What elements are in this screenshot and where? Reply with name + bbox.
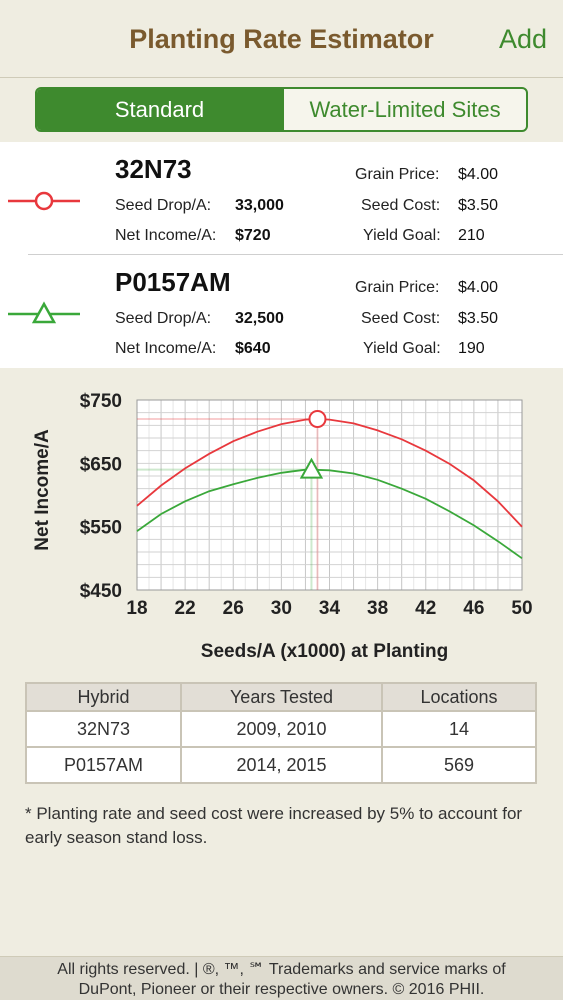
seed-drop-value: 32,500 bbox=[235, 310, 284, 327]
x-tick-label: 22 bbox=[175, 598, 196, 619]
table-cell: 14 bbox=[381, 710, 537, 748]
table-row: P0157AM 2014, 2015 569 bbox=[25, 746, 537, 784]
y-axis-label: Net Income/A bbox=[32, 429, 53, 551]
grain-price-value: $4.00 bbox=[458, 166, 499, 183]
red-circle-line-icon bbox=[8, 191, 80, 211]
seed-cost-value: $3.50 bbox=[458, 197, 499, 214]
hybrid-row-p0157am[interactable]: P0157AM Seed Drop/A: 32,500 Net Income/A… bbox=[0, 255, 563, 368]
seed-drop-label: Seed Drop/A: bbox=[115, 197, 212, 214]
grain-price-label: Grain Price: bbox=[355, 279, 440, 296]
table-cell: P0157AM bbox=[25, 746, 182, 784]
table-cell: 2014, 2015 bbox=[180, 746, 383, 784]
series-marker-circle bbox=[308, 410, 327, 428]
y-tick-label: $450 bbox=[80, 581, 122, 602]
x-tick-label: 46 bbox=[463, 598, 484, 619]
copyright-line-1: All rights reserved. | ®, ™, ℠ Trademark… bbox=[57, 961, 506, 978]
x-tick-label: 26 bbox=[223, 598, 244, 619]
hybrid-row-32n73[interactable]: 32N73 Seed Drop/A: 33,000 Net Income/A: … bbox=[0, 142, 563, 255]
grain-price-value: $4.00 bbox=[458, 279, 499, 296]
x-tick-label: 30 bbox=[271, 598, 292, 619]
table-cell: 569 bbox=[381, 746, 537, 784]
net-income-chart: 18 22 26 30 34 38 42 46 50 $450 $550 $650 $750 Seeds/… bbox=[32, 391, 533, 662]
y-tick-label: $750 bbox=[80, 391, 122, 412]
seed-drop-value: 33,000 bbox=[235, 197, 284, 214]
tab-water-limited-sites[interactable]: Water-Limited Sites bbox=[282, 89, 526, 130]
green-triangle-line-icon bbox=[8, 301, 80, 324]
series-marker-triangle bbox=[299, 457, 324, 479]
net-income-value: $640 bbox=[235, 340, 271, 357]
net-income-value: $720 bbox=[235, 227, 271, 244]
footnote: * Planting rate and seed cost were incre… bbox=[25, 804, 523, 847]
seed-cost-label: Seed Cost: bbox=[361, 197, 441, 214]
copyright-line-2: DuPont, Pioneer or their respective owne… bbox=[78, 981, 485, 998]
x-tick-label: 42 bbox=[415, 598, 436, 619]
x-tick-label: 50 bbox=[511, 598, 532, 619]
table-header-row: Hybrid Years Tested Locations bbox=[25, 682, 537, 712]
table-cell: 2009, 2010 bbox=[180, 710, 383, 748]
table-cell: 32N73 bbox=[25, 710, 182, 748]
page-title: Planting Rate Estimator bbox=[129, 24, 434, 54]
yield-goal-label: Yield Goal: bbox=[363, 227, 441, 244]
y-tick-label: $650 bbox=[80, 454, 122, 475]
x-tick-label: 38 bbox=[367, 598, 388, 619]
x-axis-label: Seeds/A (x1000) at Planting bbox=[201, 641, 448, 662]
hybrid-name: P0157AM bbox=[115, 267, 231, 297]
x-tick-label: 34 bbox=[319, 598, 341, 619]
x-tick-label: 18 bbox=[126, 598, 147, 619]
hybrid-info-table: Hybrid Years Tested Locations 32N73 2009… bbox=[25, 682, 537, 784]
tab-standard[interactable]: Standard bbox=[37, 89, 282, 130]
seed-cost-value: $3.50 bbox=[458, 310, 499, 327]
copyright-footer: All rights reserved. | ®, ™, ℠ Trademark… bbox=[0, 956, 563, 1000]
hybrid-list: 32N73 Seed Drop/A: 33,000 Net Income/A: … bbox=[0, 142, 563, 368]
seed-drop-label: Seed Drop/A: bbox=[115, 310, 212, 327]
net-income-label: Net Income/A: bbox=[115, 227, 217, 244]
column-header: Hybrid bbox=[25, 682, 182, 712]
divider bbox=[28, 254, 563, 255]
grain-price-label: Grain Price: bbox=[355, 166, 440, 183]
column-header: Locations bbox=[381, 682, 537, 712]
yield-goal-value: 210 bbox=[458, 227, 485, 244]
column-header: Years Tested bbox=[180, 682, 383, 712]
seed-cost-label: Seed Cost: bbox=[361, 310, 441, 327]
plot-border bbox=[136, 399, 523, 591]
segmented-control: Standard Water-Limited Sites bbox=[35, 87, 528, 132]
nav-header: Planting Rate Estimator Add bbox=[0, 0, 563, 78]
hybrid-name: 32N73 bbox=[115, 154, 192, 184]
table-row: 32N73 2009, 2010 14 bbox=[25, 710, 537, 748]
add-button[interactable]: Add bbox=[498, 24, 547, 54]
y-tick-label: $550 bbox=[80, 518, 122, 539]
yield-goal-label: Yield Goal: bbox=[363, 340, 441, 357]
yield-goal-value: 190 bbox=[458, 340, 485, 357]
series-line-p0157am bbox=[136, 468, 523, 560]
net-income-label: Net Income/A: bbox=[115, 340, 217, 357]
